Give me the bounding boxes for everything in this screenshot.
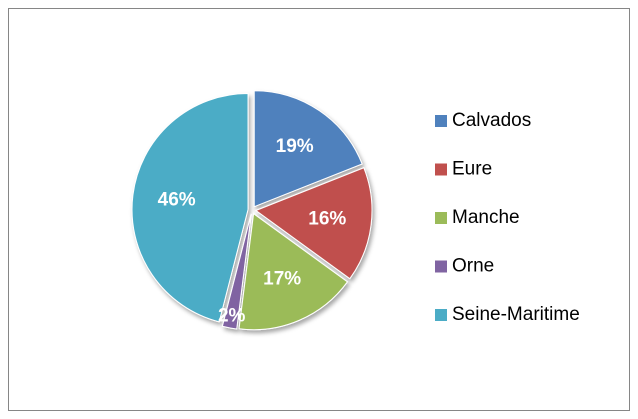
data-label: 17% bbox=[263, 269, 301, 290]
data-label: 19% bbox=[276, 136, 314, 157]
pie bbox=[131, 90, 373, 331]
data-label: 16% bbox=[308, 209, 346, 230]
data-label: 46% bbox=[158, 190, 196, 211]
pie-slice bbox=[221, 213, 252, 330]
pie-slice bbox=[253, 90, 363, 208]
data-labels: 19% 16% 17% 2% 46% bbox=[158, 136, 347, 326]
legend-swatch bbox=[435, 163, 447, 176]
legend-label: Orne bbox=[452, 256, 494, 277]
legend: Calvados Eure Manche Orne Seine-Maritime bbox=[435, 110, 580, 325]
data-label: 2% bbox=[218, 305, 246, 326]
legend-label: Calvados bbox=[452, 110, 531, 131]
pie-slice bbox=[238, 212, 349, 331]
legend-label: Manche bbox=[452, 207, 520, 228]
pie-slice bbox=[254, 167, 373, 280]
legend-swatch bbox=[435, 115, 447, 127]
legend-swatch bbox=[435, 212, 447, 224]
legend-swatch bbox=[435, 260, 447, 273]
legend-label: Eure bbox=[452, 159, 492, 180]
legend-swatch bbox=[435, 309, 447, 321]
legend-label: Seine-Maritime bbox=[452, 304, 580, 325]
pie-slice bbox=[131, 92, 249, 323]
